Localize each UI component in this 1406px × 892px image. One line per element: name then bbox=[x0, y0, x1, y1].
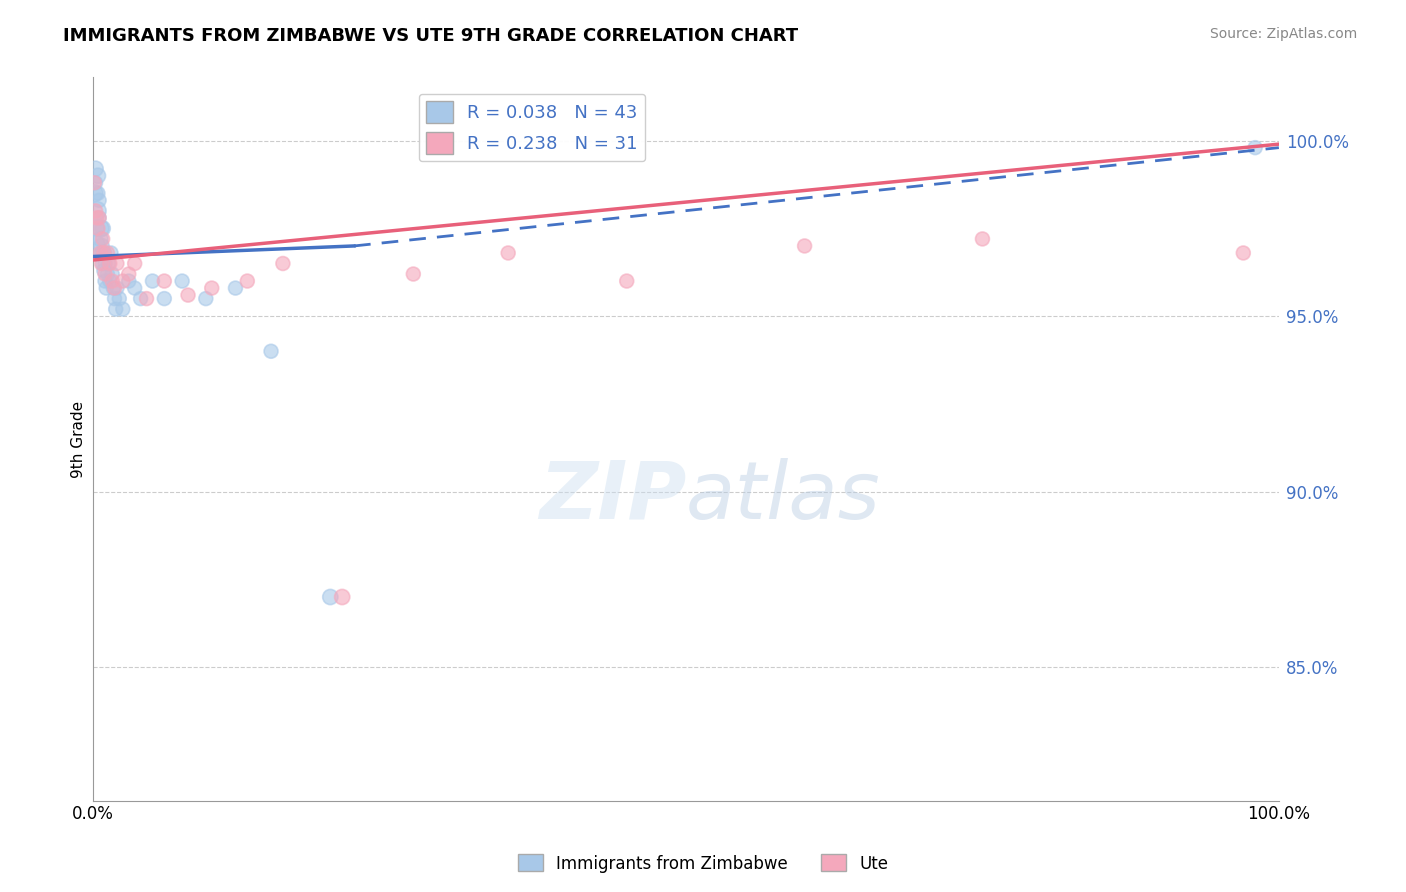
Point bbox=[86, 203, 108, 218]
Point bbox=[118, 274, 141, 288]
Point bbox=[90, 246, 112, 260]
Point bbox=[83, 176, 105, 190]
Point bbox=[124, 281, 146, 295]
Point bbox=[100, 246, 122, 260]
Point bbox=[87, 221, 110, 235]
Point bbox=[972, 232, 994, 246]
Point bbox=[1244, 141, 1267, 155]
Point bbox=[93, 246, 115, 260]
Point bbox=[103, 292, 125, 306]
Text: Source: ZipAtlas.com: Source: ZipAtlas.com bbox=[1209, 27, 1357, 41]
Point bbox=[87, 186, 110, 201]
Point bbox=[271, 256, 294, 270]
Point bbox=[103, 281, 125, 295]
Point bbox=[104, 302, 127, 317]
Point bbox=[172, 274, 194, 288]
Point bbox=[91, 256, 114, 270]
Point bbox=[83, 186, 105, 201]
Point bbox=[101, 267, 124, 281]
Point bbox=[86, 221, 108, 235]
Point bbox=[96, 246, 118, 260]
Point bbox=[84, 176, 107, 190]
Text: ZIP: ZIP bbox=[538, 458, 686, 536]
Point bbox=[108, 292, 131, 306]
Point bbox=[124, 256, 146, 270]
Point bbox=[330, 590, 353, 604]
Point bbox=[90, 239, 112, 253]
Point bbox=[93, 246, 115, 260]
Text: atlas: atlas bbox=[686, 458, 880, 536]
Point bbox=[402, 267, 425, 281]
Point bbox=[84, 203, 107, 218]
Point bbox=[129, 292, 152, 306]
Point bbox=[89, 246, 111, 260]
Point bbox=[793, 239, 815, 253]
Point bbox=[87, 211, 110, 225]
Point bbox=[97, 256, 120, 270]
Point bbox=[118, 267, 141, 281]
Point bbox=[87, 211, 110, 225]
Point bbox=[94, 274, 117, 288]
Point bbox=[89, 232, 111, 246]
Point bbox=[96, 281, 118, 295]
Point bbox=[89, 221, 111, 235]
Point bbox=[1232, 246, 1254, 260]
Point bbox=[86, 211, 108, 225]
Point bbox=[82, 239, 104, 253]
Point bbox=[98, 274, 121, 288]
Point bbox=[111, 274, 134, 288]
Legend: R = 0.038   N = 43, R = 0.238   N = 31: R = 0.038 N = 43, R = 0.238 N = 31 bbox=[419, 94, 645, 161]
Point bbox=[98, 256, 121, 270]
Point bbox=[111, 302, 134, 317]
Point bbox=[260, 344, 283, 359]
Point bbox=[105, 256, 128, 270]
Point bbox=[94, 267, 117, 281]
Point bbox=[194, 292, 217, 306]
Point bbox=[201, 281, 224, 295]
Point bbox=[91, 221, 114, 235]
Point bbox=[177, 288, 200, 302]
Point bbox=[153, 292, 176, 306]
Point bbox=[90, 256, 112, 270]
Point bbox=[319, 590, 342, 604]
Point bbox=[153, 274, 176, 288]
Text: IMMIGRANTS FROM ZIMBABWE VS UTE 9TH GRADE CORRELATION CHART: IMMIGRANTS FROM ZIMBABWE VS UTE 9TH GRAD… bbox=[63, 27, 799, 45]
Point bbox=[87, 169, 110, 183]
Point bbox=[101, 274, 124, 288]
Point bbox=[236, 274, 259, 288]
Point bbox=[105, 281, 128, 295]
Point bbox=[496, 246, 519, 260]
Point bbox=[135, 292, 157, 306]
Point bbox=[91, 232, 114, 246]
Point bbox=[94, 256, 117, 270]
Point bbox=[96, 267, 118, 281]
Point bbox=[616, 274, 638, 288]
Y-axis label: 9th Grade: 9th Grade bbox=[72, 401, 86, 477]
Point bbox=[103, 281, 125, 295]
Point bbox=[93, 263, 115, 277]
Legend: Immigrants from Zimbabwe, Ute: Immigrants from Zimbabwe, Ute bbox=[510, 847, 896, 880]
Point bbox=[87, 194, 110, 208]
Point bbox=[84, 161, 107, 176]
Point bbox=[141, 274, 163, 288]
Point bbox=[224, 281, 246, 295]
